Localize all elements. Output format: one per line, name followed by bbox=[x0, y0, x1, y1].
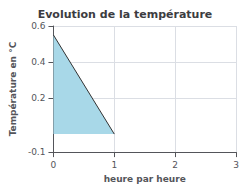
svg-text:0.4: 0.4 bbox=[31, 57, 46, 67]
svg-text:2: 2 bbox=[172, 160, 178, 170]
svg-text:Evolution de la température: Evolution de la température bbox=[38, 8, 213, 21]
svg-text:3: 3 bbox=[233, 160, 239, 170]
svg-text:0: 0 bbox=[51, 160, 57, 170]
svg-text:0.6: 0.6 bbox=[31, 21, 46, 31]
svg-text:0.2: 0.2 bbox=[31, 93, 45, 103]
svg-text:heure par heure: heure par heure bbox=[104, 174, 186, 184]
svg-text:1: 1 bbox=[111, 160, 117, 170]
svg-text:Température en °C: Température en °C bbox=[8, 41, 18, 136]
svg-text:-0.1: -0.1 bbox=[28, 147, 46, 157]
